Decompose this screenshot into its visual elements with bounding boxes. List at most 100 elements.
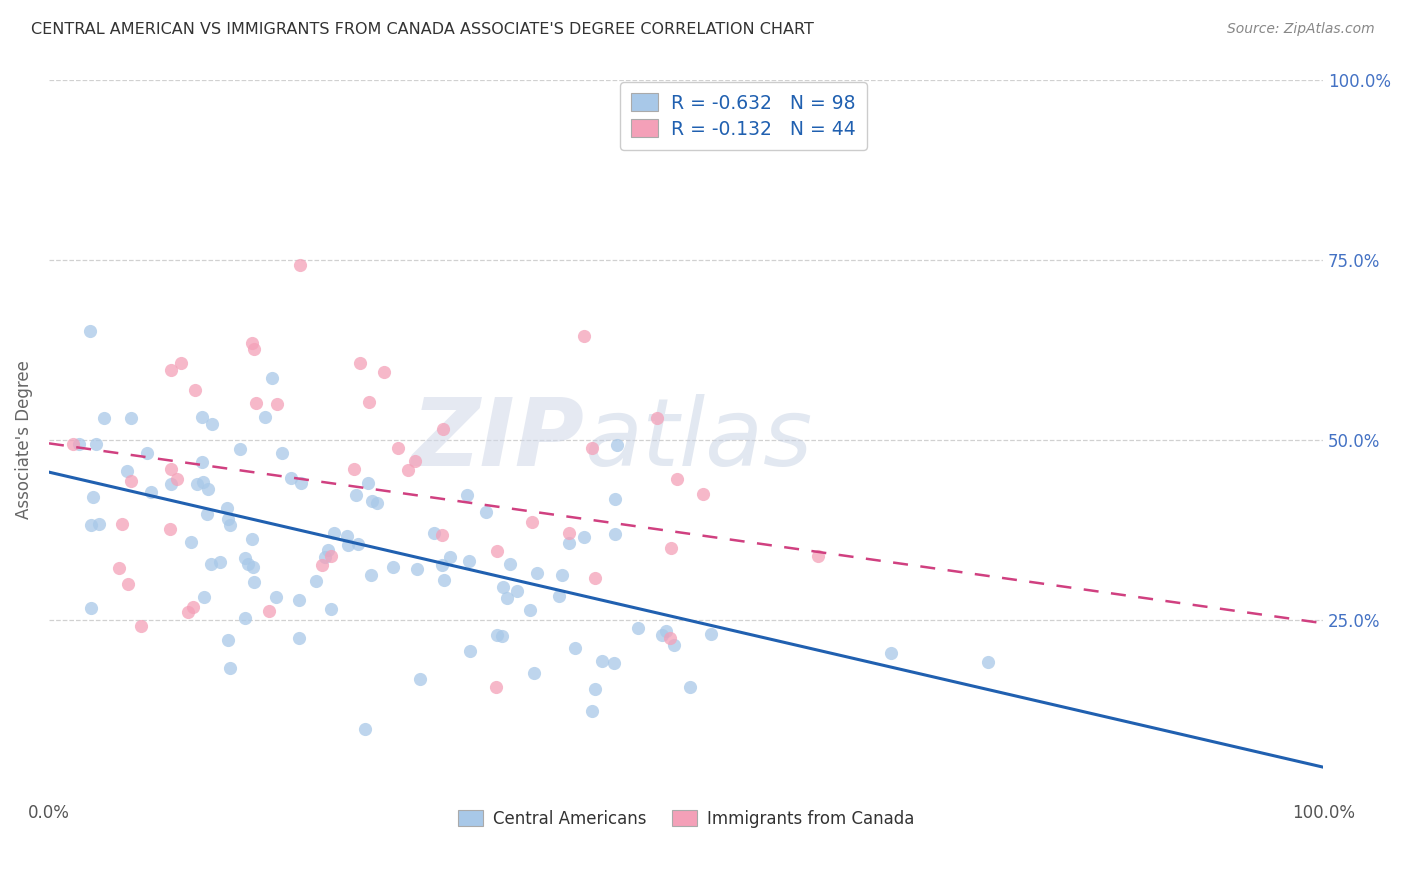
Point [82, 490, 104, 504]
Point [240, 532, 263, 546]
Point [627, 621, 650, 635]
Point [242, 574, 264, 589]
Point [505, 583, 527, 598]
Point [692, 487, 714, 501]
Point [349, 356, 371, 370]
Point [135, 446, 157, 460]
Point [240, 336, 263, 351]
Point [219, 660, 242, 674]
Legend: Central Americans, Immigrants from Canada: Central Americans, Immigrants from Canad… [451, 803, 921, 834]
Point [170, 356, 193, 370]
Point [433, 573, 456, 587]
Point [603, 492, 626, 507]
Point [160, 476, 183, 491]
Point [356, 476, 378, 491]
Point [186, 476, 208, 491]
Point [89, 517, 111, 532]
Point [288, 631, 311, 645]
Point [485, 680, 508, 694]
Point [520, 516, 543, 530]
Point [84, 437, 107, 451]
Text: CENTRAL AMERICAN VS IMMIGRANTS FROM CANADA ASSOCIATE'S DEGREE CORRELATION CHART: CENTRAL AMERICAN VS IMMIGRANTS FROM CANA… [31, 22, 814, 37]
Point [290, 476, 312, 491]
Point [373, 365, 395, 379]
Point [409, 672, 432, 686]
Point [288, 258, 311, 272]
Point [200, 558, 222, 572]
Point [115, 464, 138, 478]
Point [120, 411, 142, 425]
Point [181, 600, 204, 615]
Point [316, 543, 339, 558]
Point [229, 442, 252, 457]
Point [606, 438, 628, 452]
Point [129, 618, 152, 632]
Point [139, 484, 162, 499]
Point [353, 722, 375, 736]
Point [347, 537, 370, 551]
Point [160, 462, 183, 476]
Point [679, 680, 702, 694]
Point [314, 550, 336, 565]
Point [117, 577, 139, 591]
Point [591, 654, 613, 668]
Point [430, 528, 453, 542]
Point [458, 554, 481, 568]
Point [666, 472, 689, 486]
Point [458, 643, 481, 657]
Point [305, 574, 328, 589]
Point [574, 530, 596, 544]
Y-axis label: Associate's Degree: Associate's Degree [15, 360, 32, 519]
Point [93, 410, 115, 425]
Point [195, 508, 218, 522]
Point [193, 591, 215, 605]
Point [111, 516, 134, 531]
Point [581, 442, 603, 456]
Point [80, 518, 103, 533]
Point [266, 397, 288, 411]
Point [319, 549, 342, 563]
Point [217, 632, 239, 647]
Point [651, 628, 673, 642]
Point [242, 559, 264, 574]
Point [430, 558, 453, 572]
Point [558, 525, 581, 540]
Point [602, 656, 624, 670]
Point [79, 325, 101, 339]
Point [526, 566, 548, 580]
Point [977, 655, 1000, 669]
Text: atlas: atlas [583, 394, 813, 485]
Point [236, 557, 259, 571]
Point [360, 567, 382, 582]
Point [184, 383, 207, 397]
Point [572, 329, 595, 343]
Point [191, 475, 214, 490]
Point [217, 512, 239, 526]
Point [343, 462, 366, 476]
Point [432, 422, 454, 436]
Point [396, 463, 419, 477]
Point [548, 589, 571, 603]
Point [177, 605, 200, 619]
Point [404, 453, 426, 467]
Point [180, 534, 202, 549]
Point [280, 471, 302, 485]
Point [700, 626, 723, 640]
Point [439, 549, 461, 564]
Point [166, 472, 188, 486]
Point [159, 522, 181, 536]
Point [423, 525, 446, 540]
Point [807, 549, 830, 563]
Point [645, 411, 668, 425]
Point [262, 370, 284, 384]
Text: Source: ZipAtlas.com: Source: ZipAtlas.com [1227, 22, 1375, 37]
Point [519, 603, 541, 617]
Point [366, 496, 388, 510]
Point [271, 445, 294, 459]
Point [387, 441, 409, 455]
Point [485, 544, 508, 558]
Point [190, 455, 212, 469]
Point [381, 560, 404, 574]
Point [336, 538, 359, 552]
Point [581, 704, 603, 718]
